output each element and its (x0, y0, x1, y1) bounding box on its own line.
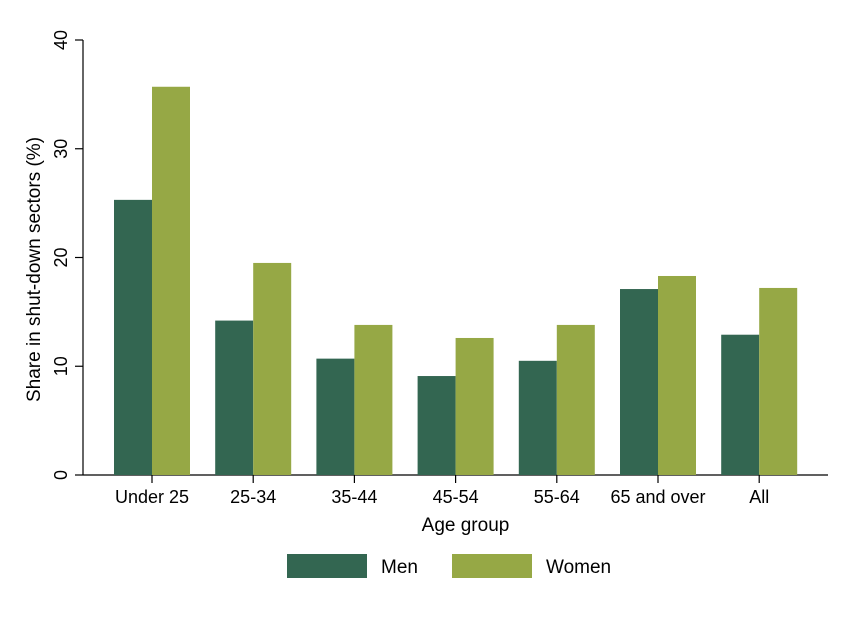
x-tick-label: 65 and over (610, 487, 705, 507)
legend: Men Women (287, 554, 611, 578)
y-tick-label: 30 (51, 139, 71, 159)
x-tick-label: 35-44 (331, 487, 377, 507)
bar-men-1 (215, 320, 254, 475)
bar-women-0 (152, 86, 190, 475)
bar-women-3 (455, 337, 494, 475)
bar-men-6 (721, 334, 760, 475)
bar-women-5 (658, 275, 696, 475)
x-tick-label: 25-34 (230, 487, 276, 507)
legend-label-men: Men (381, 557, 418, 578)
y-tick-label: 10 (51, 356, 71, 376)
legend-swatch-men (287, 554, 367, 578)
axes: 0 10 20 30 40 Share in shut-down sectors (%) U… (24, 30, 828, 536)
bars (114, 86, 798, 476)
bar-women-1 (253, 262, 292, 475)
bar-men-2 (316, 358, 355, 475)
bar-women-6 (759, 287, 798, 475)
legend-label-women: Women (546, 557, 611, 578)
y-axis-title: Share in shut-down sectors (%) (24, 137, 45, 402)
bar-men-4 (518, 360, 557, 475)
y-tick-label: 20 (51, 247, 71, 267)
bar-men-3 (417, 376, 456, 475)
x-tick-label: 55-64 (534, 487, 580, 507)
bar-men-0 (114, 199, 152, 476)
x-tick-label: All (749, 487, 769, 507)
x-axis-title: Age group (422, 515, 510, 536)
x-tick-label: Under 25 (115, 487, 189, 507)
y-tick-label: 0 (51, 470, 71, 480)
y-tick-label: 40 (51, 30, 71, 50)
legend-swatch-women (452, 554, 532, 578)
bar-men-5 (620, 289, 658, 475)
bar-women-2 (354, 324, 393, 475)
x-tick-label: 45-54 (433, 487, 479, 507)
bar-women-4 (556, 324, 595, 475)
